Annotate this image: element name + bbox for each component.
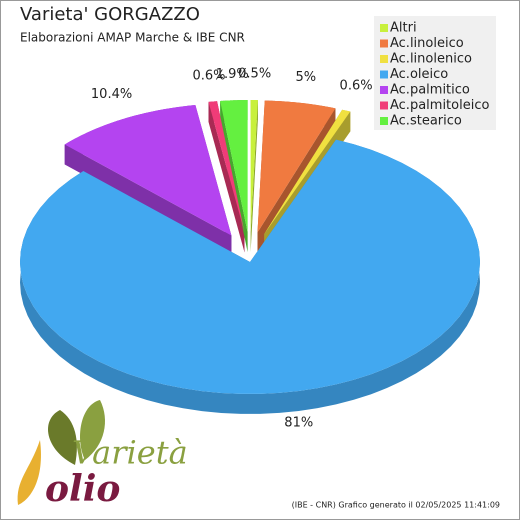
slice [20,139,481,394]
slice [257,100,336,233]
slice-wall [250,100,258,253]
footer: (IBE - CNR) Grafico generato il 02/05/20… [292,501,500,510]
slice [208,101,245,233]
logo-leaf [80,400,105,460]
slice [220,100,248,233]
legend-label: Altri [390,21,417,36]
legend: AltriAc.linoleicoAc.linolenicoAc.oleicoA… [380,21,489,129]
legend-swatch [380,39,388,48]
logo: Varietà olio [17,400,188,510]
slice [64,105,232,236]
legend-swatch [380,117,388,125]
pie: 0.5% 5%0.6%81%10.4%0.6%1.9% [20,67,481,430]
data-label: 1.9% [216,67,249,82]
logo-leaf [48,410,77,465]
legend-swatch [380,101,388,110]
slice-wall [64,144,232,256]
legend-label: Ac.stearico [390,114,462,129]
data-label: 0.6% [340,78,373,93]
data-label: 5% [295,70,316,85]
legend-swatch [380,70,388,79]
legend-swatch [380,24,388,32]
data-label: 0.5% [238,67,271,82]
logo-shape [17,440,41,505]
legend-label: Ac.linoleico [390,36,464,51]
chart-title: Varieta' GORGAZZO [20,4,200,25]
legend-box [374,16,496,130]
legend-swatch [380,86,388,94]
data-label: 10.4% [91,87,132,102]
legend-label: Ac.linolenico [390,52,472,67]
slice-wall [220,100,248,253]
chart-subtitle: Elaborazioni AMAP Marche & IBE CNR [20,31,245,45]
legend-swatch [380,55,388,63]
legend-label: Ac.palmitoleico [390,98,489,113]
slice [264,109,351,234]
data-label: 81% [284,415,313,430]
slice-wall [208,101,245,253]
data-label: 0.6% [192,68,225,83]
logo-text: Varietà [72,434,188,472]
slice [250,100,258,233]
logo-text: olio [45,468,120,510]
legend-label: Ac.oleico [390,67,448,82]
legend-label: Ac.palmitico [390,83,470,98]
